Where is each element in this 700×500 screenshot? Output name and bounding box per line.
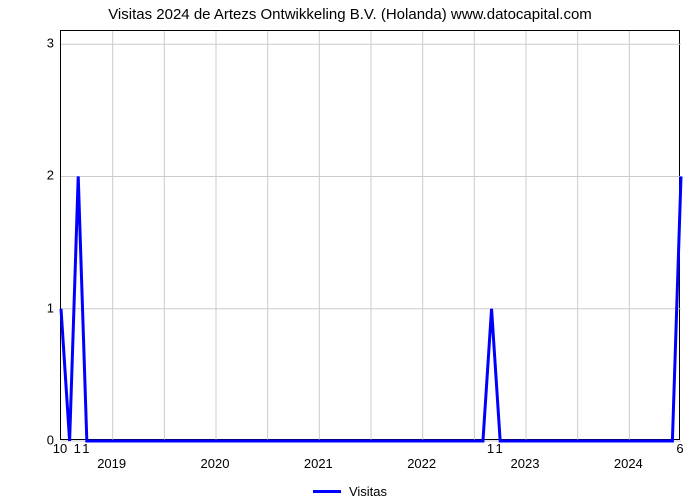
x-tick-label: 2023 (511, 456, 540, 471)
x-tick-label: 2019 (97, 456, 126, 471)
legend-label: Visitas (349, 484, 387, 499)
x-tick-label: 2024 (614, 456, 643, 471)
chart-title: Visitas 2024 de Artezs Ontwikkeling B.V.… (0, 6, 700, 23)
x-tick-label: 2021 (304, 456, 333, 471)
y-tick-label: 1 (24, 300, 54, 315)
data-point-label: 6 (676, 441, 683, 456)
data-point-label: 1 (496, 441, 503, 456)
chart-container: Visitas 2024 de Artezs Ontwikkeling B.V.… (0, 0, 700, 500)
data-point-label: 10 (53, 441, 67, 456)
legend-swatch (313, 490, 341, 493)
x-tick-label: 2022 (407, 456, 436, 471)
y-tick-label: 3 (24, 36, 54, 51)
legend: Visitas (0, 480, 700, 499)
plot-area (60, 30, 680, 440)
chart-svg (61, 31, 681, 441)
y-tick-label: 2 (24, 168, 54, 183)
legend-item-visitas: Visitas (313, 484, 387, 499)
y-tick-label: 0 (24, 433, 54, 448)
data-point-label: 1 (487, 441, 494, 456)
x-tick-label: 2020 (201, 456, 230, 471)
data-point-label: 1 (82, 441, 89, 456)
data-point-label: 1 (74, 441, 81, 456)
